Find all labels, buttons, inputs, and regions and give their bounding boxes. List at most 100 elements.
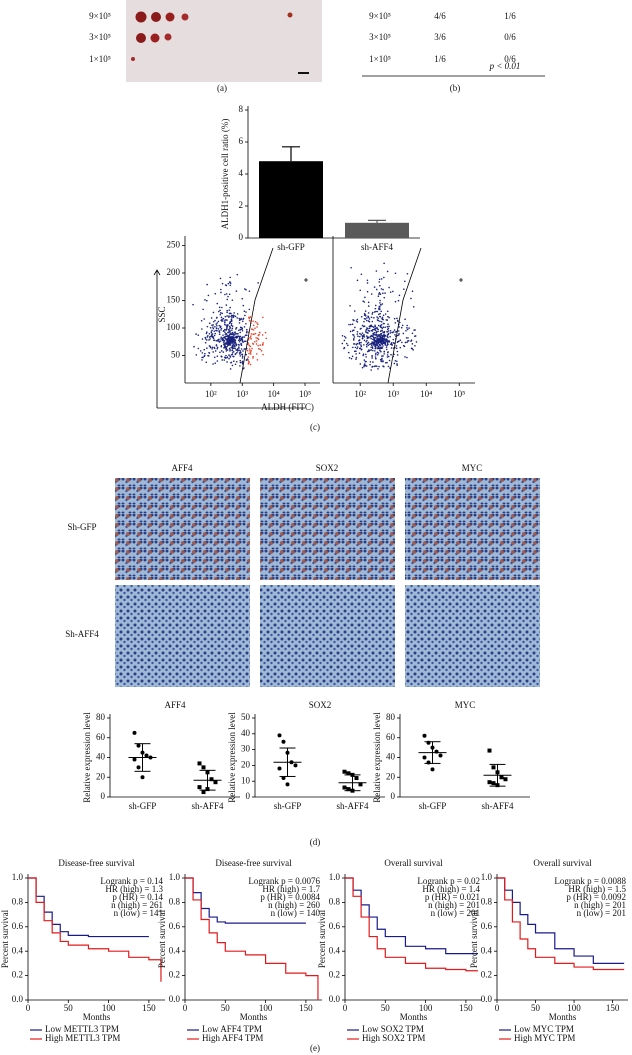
x-axis-label: Months — [400, 1012, 428, 1022]
event-dot — [394, 300, 397, 303]
event-dot — [381, 329, 383, 332]
event-dot — [383, 334, 386, 336]
axis-arrow — [153, 269, 305, 409]
event-dot — [404, 341, 407, 344]
event-dot — [238, 344, 240, 346]
event-dot — [353, 350, 356, 353]
event-dot — [232, 334, 235, 336]
y-axis-label: Percent survival — [317, 909, 327, 968]
y-axis-label: Relative expression level — [227, 712, 237, 803]
data-point — [285, 782, 290, 787]
event-dot — [379, 335, 382, 338]
event-dot — [374, 343, 377, 346]
event-dot — [364, 313, 366, 316]
event-dot — [254, 340, 256, 343]
event-dot — [411, 332, 414, 335]
x-tick-label: 100 — [567, 1003, 581, 1013]
event-dot — [403, 288, 405, 290]
table-cell: 9×10⁵ — [369, 11, 391, 21]
event-dot — [352, 339, 355, 341]
survival-curve — [345, 877, 478, 972]
event-dot — [254, 327, 256, 329]
event-dot — [373, 286, 376, 288]
data-point — [487, 780, 492, 785]
event-dot — [358, 352, 361, 354]
event-dot — [381, 355, 383, 357]
event-dot — [365, 360, 367, 363]
event-dot — [234, 363, 237, 366]
event-dot — [227, 282, 230, 285]
event-dot — [367, 301, 370, 304]
event-dot — [386, 330, 388, 333]
data-point — [136, 765, 141, 770]
event-dot — [223, 343, 225, 345]
event-dot — [347, 351, 350, 354]
event-dot — [207, 335, 209, 337]
event-dot — [367, 316, 370, 319]
panel-label: (b) — [450, 83, 461, 93]
data-point — [491, 781, 496, 786]
event-dot — [209, 326, 212, 329]
event-dot — [246, 330, 248, 333]
annotation: HR (high) = 1.7 — [262, 884, 320, 894]
event-dot — [369, 363, 371, 366]
y-tick-label: 200 — [167, 267, 181, 277]
event-dot — [222, 317, 225, 320]
event-dot — [225, 293, 228, 295]
survival-curve — [28, 877, 149, 938]
event-dot — [373, 311, 376, 313]
event-dot — [353, 336, 356, 338]
event-dot — [252, 320, 254, 322]
survival-curve — [28, 877, 162, 982]
event-dot — [369, 325, 372, 328]
event-dot — [243, 310, 246, 312]
event-dot — [356, 347, 358, 350]
data-point — [201, 765, 206, 770]
event-dot — [407, 337, 409, 339]
event-dot — [399, 346, 402, 349]
y-tick-label: 0 — [391, 791, 396, 801]
legend-label: High MYC TPM — [514, 1033, 575, 1043]
event-dot — [221, 282, 224, 285]
annotation: p (HR) = 0.14 — [112, 892, 163, 902]
event-dot — [379, 347, 381, 349]
event-dot — [195, 333, 197, 335]
event-dot — [387, 336, 389, 339]
ihc-image — [115, 585, 250, 687]
event-dot — [229, 326, 232, 329]
event-dot — [376, 344, 378, 346]
event-dot — [374, 304, 377, 307]
event-dot — [201, 352, 204, 354]
event-dot — [229, 350, 231, 352]
event-dot — [217, 310, 220, 313]
event-dot — [242, 341, 245, 343]
event-dot — [363, 317, 366, 320]
event-dot — [219, 340, 222, 342]
y-tick-label: 8 — [239, 104, 244, 114]
event-dot — [365, 315, 367, 317]
event-dot — [207, 355, 210, 357]
event-dot — [377, 295, 380, 298]
y-axis-label: Percent survival — [469, 909, 479, 968]
event-dot — [197, 347, 200, 350]
ihc-image — [115, 478, 250, 580]
annotation: p (HR) = 0.021 — [425, 892, 480, 902]
event-dot — [211, 324, 213, 327]
event-dot — [374, 325, 377, 328]
y-tick-label: 20 — [386, 771, 396, 781]
event-dot — [382, 331, 384, 333]
data-point — [140, 775, 145, 780]
event-dot — [358, 335, 361, 338]
annotation: Logrank p = 0.14 — [100, 876, 163, 886]
event-dot — [224, 337, 227, 340]
event-dot — [224, 284, 227, 286]
data-point — [293, 763, 298, 768]
event-dot — [195, 354, 198, 356]
event-dot — [262, 316, 264, 319]
event-dot — [243, 367, 245, 369]
event-dot — [373, 337, 376, 339]
legend-label: High SOX2 TPM — [362, 1033, 425, 1043]
y-tick-label: 30 — [241, 744, 251, 754]
event-dot — [248, 344, 251, 347]
event-dot — [203, 348, 206, 351]
